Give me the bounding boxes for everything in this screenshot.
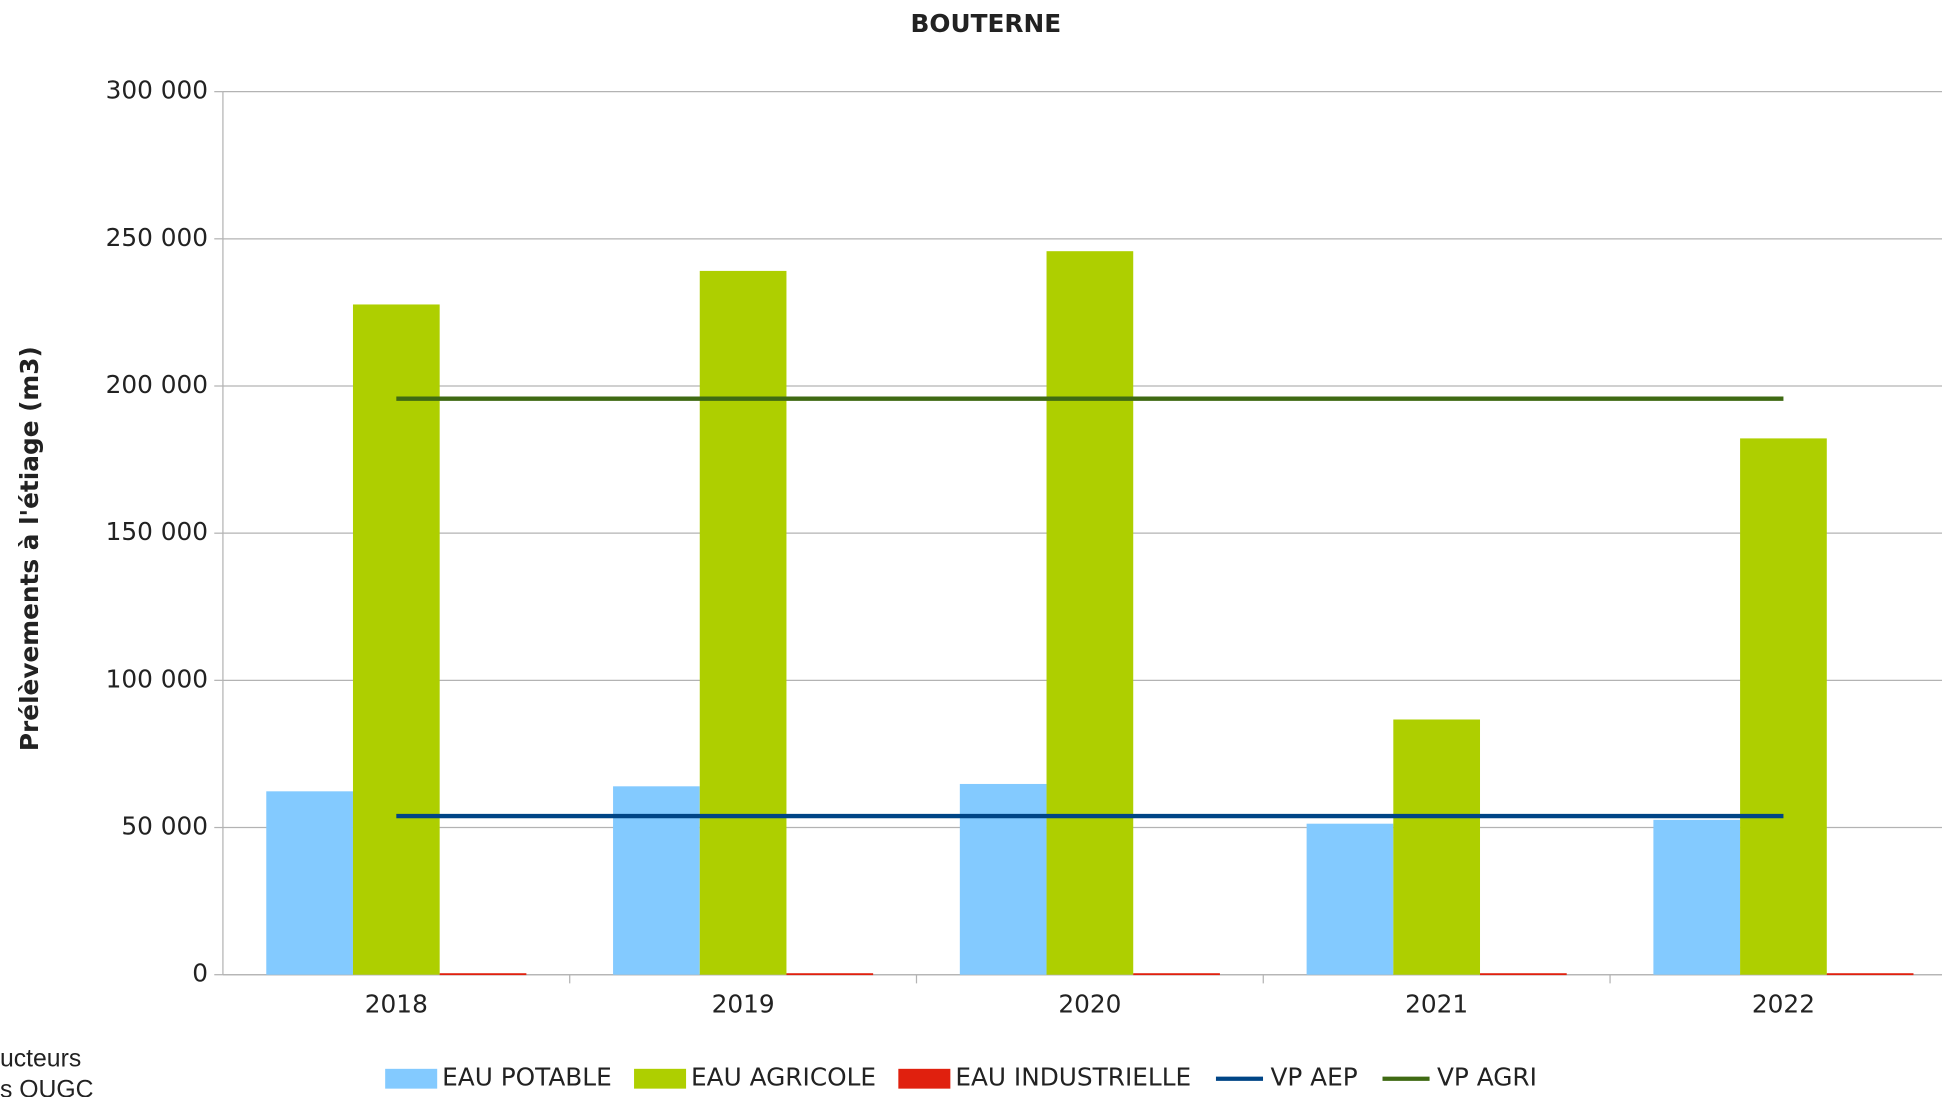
- bar: [439, 973, 527, 976]
- y-axis-label: Prélèvements à l'étiage (m3): [15, 346, 44, 751]
- bar: [1653, 819, 1741, 975]
- bar: [959, 783, 1047, 975]
- x-tick-label: 2019: [712, 990, 775, 1019]
- note: s OUGC: [0, 1077, 94, 1097]
- bar: [1133, 973, 1220, 976]
- legend-label: EAU POTABLE: [442, 1063, 612, 1092]
- legend-swatch: [385, 1068, 438, 1089]
- bar: [266, 791, 353, 975]
- legend-label: EAU AGRICOLE: [691, 1063, 876, 1092]
- x-tick-label: 2022: [1752, 990, 1815, 1019]
- legend-label: VP AGRI: [1437, 1063, 1537, 1092]
- x-tick-label: 2018: [365, 990, 428, 1019]
- x-tick-label: 2020: [1058, 990, 1121, 1019]
- bar: [1826, 973, 1914, 976]
- note: ucteurs: [0, 1046, 81, 1073]
- legend-label: EAU INDUSTRIELLE: [955, 1063, 1191, 1092]
- bar: [1046, 251, 1134, 975]
- bar: [1306, 823, 1394, 975]
- bar: [352, 304, 440, 975]
- bar: [1393, 719, 1481, 975]
- legend-swatch: [634, 1068, 687, 1089]
- bar: [1480, 973, 1567, 976]
- y-tick-label: 300 000: [106, 76, 208, 105]
- chart-title: BOUTERNE: [911, 9, 1062, 38]
- y-tick-label: 100 000: [106, 664, 208, 693]
- bar: [1740, 438, 1827, 975]
- bar: [786, 973, 874, 976]
- bar: [699, 270, 787, 975]
- plot-root: BOUTERNE Prélèvements à l'étiage (m3) uc…: [0, 9, 1942, 1097]
- y-tick-label: 0: [192, 959, 208, 988]
- legend-label: VP AEP: [1270, 1063, 1357, 1092]
- y-tick-label: 50 000: [121, 812, 208, 841]
- x-tick-label: 2021: [1405, 990, 1468, 1019]
- y-tick-label: 200 000: [106, 370, 208, 399]
- y-tick-label: 250 000: [106, 223, 208, 252]
- y-tick-label: 150 000: [106, 517, 208, 546]
- legend-swatch: [898, 1068, 951, 1089]
